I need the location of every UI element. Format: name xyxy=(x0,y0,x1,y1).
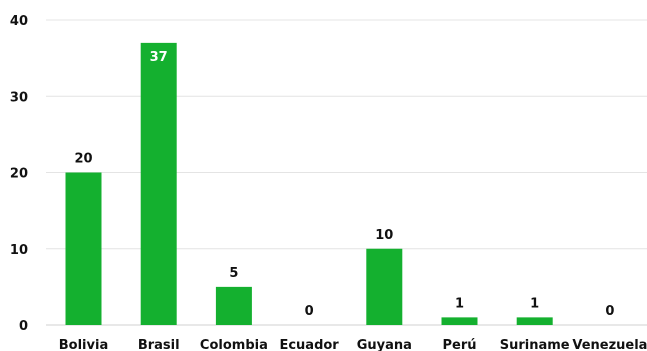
x-tick-label-ecuador: Ecuador xyxy=(279,338,339,351)
y-tick-label-30: 30 xyxy=(10,90,28,105)
bar-brasil xyxy=(140,42,177,325)
x-tick-label-suriname: Suriname xyxy=(500,338,570,351)
x-tick-label-colombia: Colombia xyxy=(200,338,268,351)
x-tick-label-guyana: Guyana xyxy=(357,338,412,351)
bars xyxy=(65,42,553,325)
y-tick-label-20: 20 xyxy=(10,167,28,182)
bar-perú xyxy=(441,317,478,325)
y-tick-label-10: 10 xyxy=(10,243,28,258)
x-tick-label-bolivia: Bolivia xyxy=(59,338,108,351)
x-tick-label-venezuela: Venezuela xyxy=(572,338,647,351)
bar-suriname xyxy=(516,317,553,325)
data-label-suriname: 1 xyxy=(530,296,539,311)
y-tick-label-40: 40 xyxy=(10,14,28,29)
y-tick-label-0: 0 xyxy=(19,319,28,334)
x-tick-label-perú: Perú xyxy=(442,338,476,351)
data-label-perú: 1 xyxy=(455,296,464,311)
bar-colombia xyxy=(215,286,252,325)
data-label-venezuela: 0 xyxy=(605,304,614,319)
x-tick-label-brasil: Brasil xyxy=(138,338,180,351)
y-axis-tick-labels: 0 10 20 30 40 xyxy=(10,14,28,334)
x-axis-tick-labels: Bolivia Brasil Colombia Ecuador Guyana Perú Su… xyxy=(59,338,647,351)
bar-bolivia xyxy=(65,172,102,325)
data-label-guyana: 10 xyxy=(375,228,393,243)
data-label-brasil: 37 xyxy=(150,50,168,65)
data-label-ecuador: 0 xyxy=(305,304,314,319)
data-label-colombia: 5 xyxy=(229,266,238,281)
bar-guyana xyxy=(366,248,403,325)
gridlines xyxy=(46,19,647,326)
data-label-bolivia: 20 xyxy=(74,152,92,167)
